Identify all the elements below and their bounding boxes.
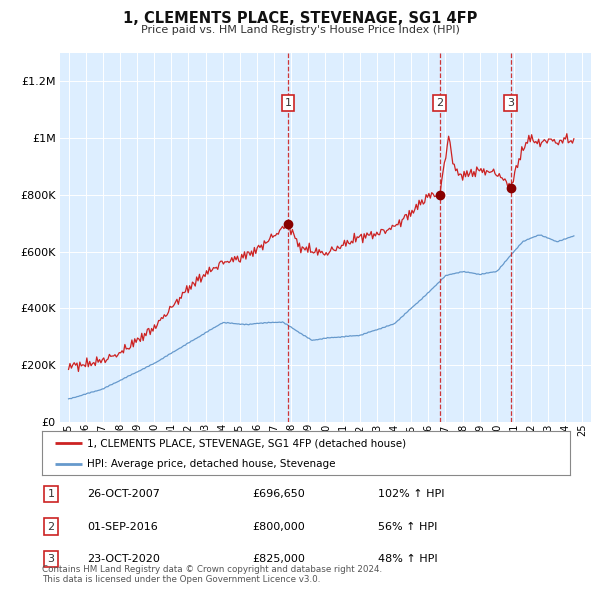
Text: 26-OCT-2007: 26-OCT-2007 (87, 489, 160, 499)
Text: £696,650: £696,650 (252, 489, 305, 499)
Text: £800,000: £800,000 (252, 522, 305, 532)
Text: Price paid vs. HM Land Registry's House Price Index (HPI): Price paid vs. HM Land Registry's House … (140, 25, 460, 35)
Text: Contains HM Land Registry data © Crown copyright and database right 2024.
This d: Contains HM Land Registry data © Crown c… (42, 565, 382, 584)
Text: 1, CLEMENTS PLACE, STEVENAGE, SG1 4FP (detached house): 1, CLEMENTS PLACE, STEVENAGE, SG1 4FP (d… (87, 438, 406, 448)
Text: 3: 3 (507, 98, 514, 108)
Text: 3: 3 (47, 554, 55, 564)
Text: 48% ↑ HPI: 48% ↑ HPI (378, 554, 437, 564)
Text: 102% ↑ HPI: 102% ↑ HPI (378, 489, 445, 499)
Text: 1, CLEMENTS PLACE, STEVENAGE, SG1 4FP: 1, CLEMENTS PLACE, STEVENAGE, SG1 4FP (123, 11, 477, 25)
Text: 56% ↑ HPI: 56% ↑ HPI (378, 522, 437, 532)
Text: £825,000: £825,000 (252, 554, 305, 564)
Text: 2: 2 (436, 98, 443, 108)
Text: 23-OCT-2020: 23-OCT-2020 (87, 554, 160, 564)
Text: 01-SEP-2016: 01-SEP-2016 (87, 522, 158, 532)
Text: 1: 1 (47, 489, 55, 499)
Text: HPI: Average price, detached house, Stevenage: HPI: Average price, detached house, Stev… (87, 459, 335, 469)
Text: 2: 2 (47, 522, 55, 532)
Text: 1: 1 (284, 98, 292, 108)
